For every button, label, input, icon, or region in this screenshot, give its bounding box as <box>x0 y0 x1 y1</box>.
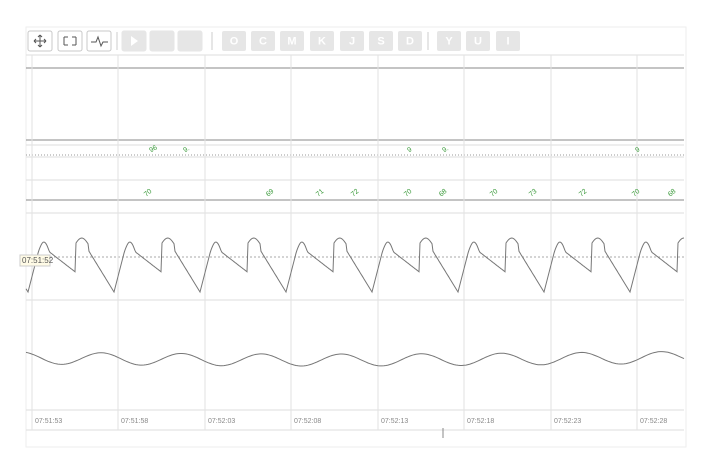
letter-button[interactable] <box>280 31 304 51</box>
letter-button-label: K <box>318 35 326 47</box>
labels: 96 9. 9 9. 9 70 69 71 72 70 68 70 73 72 70 68 07:51:53 07… <box>35 144 678 425</box>
rate-annotation: 71 <box>315 188 326 198</box>
rate-annotation: 73 <box>528 188 539 198</box>
time-label: 07:52:28 <box>640 418 667 425</box>
time-label: 07:51:53 <box>35 418 62 425</box>
fit-icon <box>63 36 77 46</box>
rate-annotation: 68 <box>438 188 449 198</box>
rate-annotation: 68 <box>667 188 678 198</box>
time-label: 07:51:58 <box>121 418 148 425</box>
rate-annotation: 70 <box>631 188 642 198</box>
time-label: 07:52:08 <box>294 418 321 425</box>
upper-annotation: 9. <box>182 145 191 154</box>
cursor-label: 07:51:52 <box>22 256 54 265</box>
fit-button[interactable] <box>57 30 83 52</box>
letter-button[interactable] <box>222 31 246 51</box>
time-label: 07:52:13 <box>381 418 408 425</box>
upper-annotation: 9 <box>634 146 641 154</box>
time-label: 07:52:03 <box>208 418 235 425</box>
waves <box>25 237 685 367</box>
letter-button[interactable] <box>398 31 422 51</box>
letter-button-label: U <box>474 35 482 47</box>
letter-button-label: J <box>349 35 355 47</box>
panel <box>25 26 687 448</box>
rate-annotation: 70 <box>403 188 414 198</box>
letter-button[interactable] <box>466 31 490 51</box>
rate-annotation: 70 <box>489 188 500 198</box>
upper-annotation: 96 <box>148 144 158 154</box>
resp-wave <box>25 351 685 367</box>
letter-button[interactable] <box>496 31 520 51</box>
letter-button-label: O <box>230 35 239 47</box>
letter-button[interactable] <box>251 31 275 51</box>
letter-button[interactable] <box>437 31 461 51</box>
pressure-wave <box>25 237 685 294</box>
rate-annotation: 72 <box>350 188 361 198</box>
letter-button[interactable] <box>310 31 334 51</box>
letter-button-label: C <box>259 35 267 47</box>
play-icon <box>131 36 138 46</box>
upper-annotation: 9. <box>441 145 450 154</box>
time-label: 07:52:18 <box>467 418 494 425</box>
rate-annotation: 70 <box>143 188 154 198</box>
wave-icon <box>91 35 108 48</box>
letter-button-label: S <box>377 35 384 47</box>
upper-annotation: 9 <box>406 146 413 154</box>
letter-button-label: Y <box>445 35 453 47</box>
bracket-button[interactable] <box>149 30 175 52</box>
letter-button-label: I <box>506 35 509 47</box>
time-label: 07:52:23 <box>554 418 581 425</box>
move-icon <box>33 34 47 48</box>
letter-button-label: D <box>406 35 414 47</box>
letter-button-label: M <box>287 35 296 47</box>
icon-buttons <box>27 30 429 52</box>
cursor-box <box>19 254 51 267</box>
grid <box>26 54 684 431</box>
rate-annotation: 72 <box>578 188 589 198</box>
letter-button[interactable] <box>340 31 364 51</box>
letter-button[interactable] <box>369 31 393 51</box>
rate-annotation: 69 <box>265 188 276 198</box>
bracket-button[interactable] <box>177 30 203 52</box>
